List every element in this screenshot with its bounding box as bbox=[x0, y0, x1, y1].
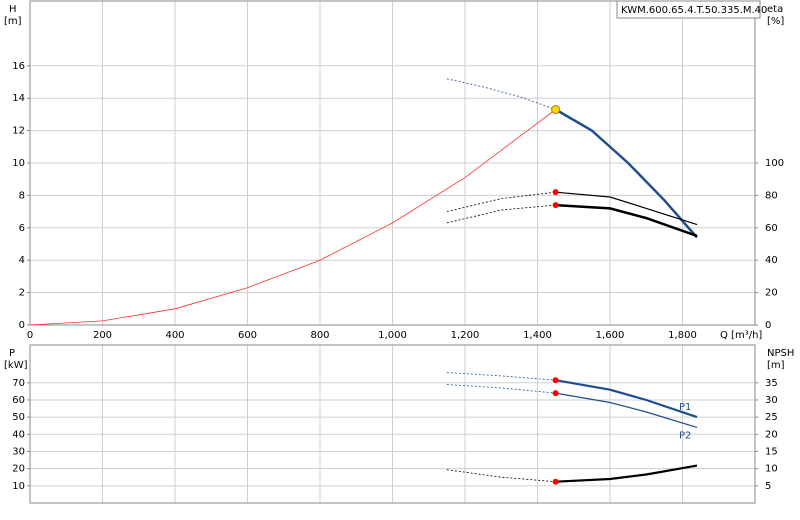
y2-tick-label: 20 bbox=[765, 429, 778, 440]
plot-frame bbox=[29, 0, 756, 326]
y-tick-label: 2 bbox=[19, 288, 25, 299]
y2-axis-label: eta bbox=[767, 4, 783, 15]
plot-frame bbox=[29, 344, 756, 504]
y-axis-label: P bbox=[9, 348, 15, 359]
y2-tick-label: 35 bbox=[765, 378, 778, 389]
y2-tick-label: 30 bbox=[765, 395, 778, 406]
y-tick-label: 14 bbox=[12, 93, 25, 104]
y2-tick-label: 20 bbox=[765, 288, 778, 299]
y-tick-label: 50 bbox=[12, 412, 25, 423]
operating-point bbox=[552, 478, 559, 485]
curve-label: P2 bbox=[679, 430, 691, 441]
operating-point bbox=[552, 377, 559, 384]
y2-axis-unit: [%] bbox=[767, 16, 784, 27]
y2-tick-label: 15 bbox=[765, 446, 778, 457]
y-tick-label: 10 bbox=[12, 158, 25, 169]
y-tick-label: 30 bbox=[12, 446, 25, 457]
y-tick-label: 40 bbox=[12, 429, 25, 440]
legend-box bbox=[616, 0, 761, 19]
x-tick-label: 1,200 bbox=[451, 330, 480, 341]
y-tick-label: 10 bbox=[12, 481, 25, 492]
y2-axis-label: NPSH bbox=[767, 348, 794, 359]
y-axis-label: H bbox=[9, 4, 17, 15]
operating-point bbox=[552, 189, 559, 196]
y-tick-label: 8 bbox=[19, 190, 25, 201]
y2-tick-label: 80 bbox=[765, 190, 778, 201]
x-tick-label: 600 bbox=[238, 330, 257, 341]
y2-tick-label: 0 bbox=[765, 320, 771, 331]
x-tick-label: 1,400 bbox=[523, 330, 552, 341]
y-tick-label: 4 bbox=[19, 255, 25, 266]
y-tick-label: 70 bbox=[12, 378, 25, 389]
operating-point bbox=[552, 390, 559, 397]
x-axis-label: Q [m³/h] bbox=[720, 330, 762, 341]
y2-tick-label: 40 bbox=[765, 255, 778, 266]
curve bbox=[555, 203, 698, 238]
curve bbox=[446, 204, 556, 224]
y2-tick-label: 10 bbox=[765, 464, 778, 475]
y2-tick-label: 60 bbox=[765, 223, 778, 234]
operating-point bbox=[551, 105, 561, 115]
curve bbox=[555, 464, 698, 483]
operating-point bbox=[552, 202, 559, 209]
curve bbox=[555, 191, 698, 226]
legend-text: KWM.600.65.4.T.50.335.M.40 bbox=[621, 5, 767, 16]
y2-tick-label: 5 bbox=[765, 481, 771, 492]
x-tick-label: 1,600 bbox=[596, 330, 625, 341]
x-tick-label: 200 bbox=[93, 330, 112, 341]
y-tick-label: 0 bbox=[19, 320, 25, 331]
y-tick-label: 16 bbox=[12, 61, 25, 72]
y-tick-label: 12 bbox=[12, 126, 25, 137]
curve bbox=[29, 109, 556, 326]
curve bbox=[554, 108, 698, 239]
curve-label: P1 bbox=[679, 402, 691, 413]
curve bbox=[446, 191, 556, 212]
y-tick-label: 20 bbox=[12, 464, 25, 475]
curve bbox=[555, 392, 698, 428]
x-tick-label: 400 bbox=[165, 330, 184, 341]
x-tick-label: 800 bbox=[310, 330, 329, 341]
curve bbox=[555, 379, 698, 419]
x-tick-label: 1,800 bbox=[668, 330, 697, 341]
y-axis-unit: [m] bbox=[4, 16, 22, 27]
y2-tick-label: 100 bbox=[765, 158, 784, 169]
x-tick-label: 1,000 bbox=[378, 330, 407, 341]
y-tick-label: 60 bbox=[12, 395, 25, 406]
y-axis-unit: [kW] bbox=[4, 360, 28, 371]
y2-axis-unit: [m] bbox=[767, 360, 785, 371]
y2-tick-label: 25 bbox=[765, 412, 778, 423]
x-tick-label: 0 bbox=[27, 330, 33, 341]
y-tick-label: 6 bbox=[19, 223, 25, 234]
curve bbox=[446, 78, 556, 110]
